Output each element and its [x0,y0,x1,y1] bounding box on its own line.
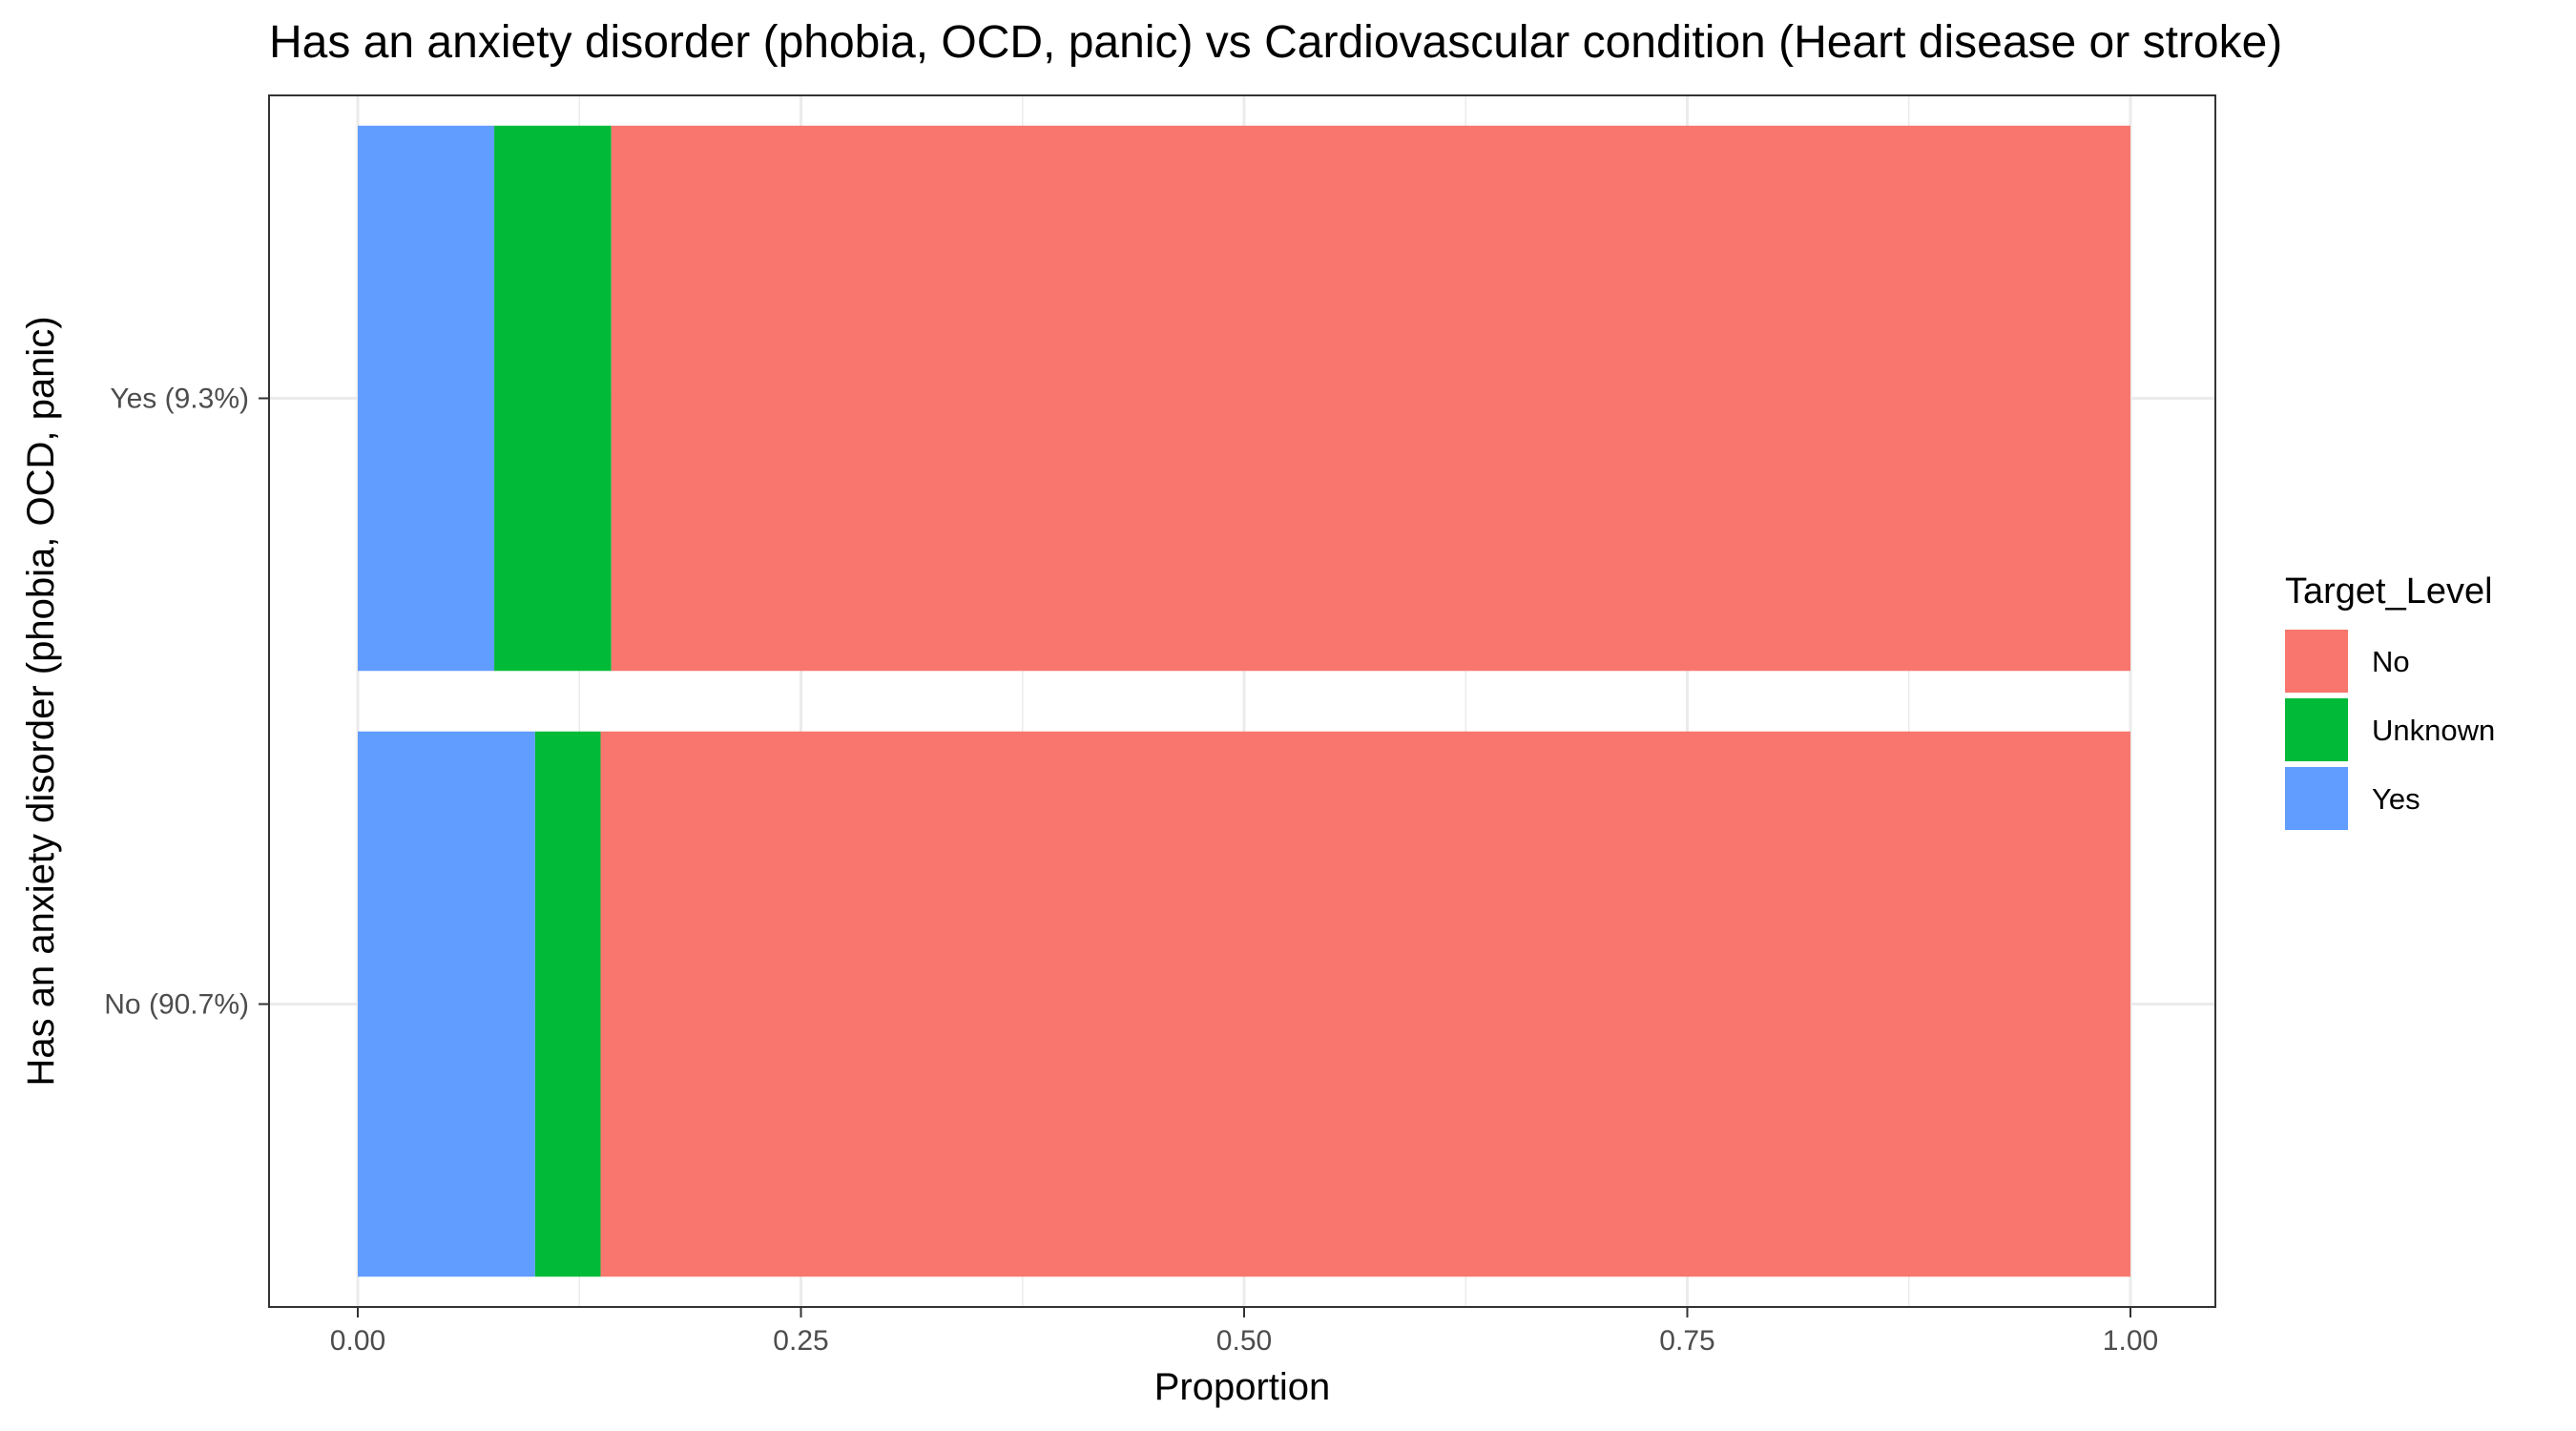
x-axis-title: Proportion [1154,1366,1331,1408]
plot-panel-border [268,94,2216,1308]
legend-title: Target_Level [2285,571,2493,612]
legend-items: No Unknown Yes [2285,630,2495,830]
x-tick-label: 0.25 [773,1325,828,1357]
y-axis-title: Has an anxiety disorder (phobia, OCD, pa… [20,316,62,1086]
bar-segment-yes-yes [358,125,495,672]
bar-segment-unknown-yes [494,125,612,672]
y-axis: Yes (9.3%) No (90.7%) [104,384,269,1021]
legend-key-no [2285,630,2348,693]
legend-key-unknown [2285,698,2348,761]
y-tick-label: No (90.7%) [104,989,249,1021]
legend-label-unknown: Unknown [2372,714,2495,747]
bar-segment-no-yes [611,125,2130,672]
y-tick-label: Yes (9.3%) [110,384,249,415]
x-tick-label: 1.00 [2103,1325,2158,1357]
bar-segment-no-no [600,731,2130,1277]
legend: Target_Level No Unknown Yes [2285,571,2495,830]
chart-title: Has an anxiety disorder (phobia, OCD, pa… [269,17,2282,68]
legend-label-no: No [2372,645,2410,678]
x-tick-label: 0.50 [1216,1325,1272,1357]
x-tick-label: 0.75 [1659,1325,1714,1357]
bar-segment-unknown-no [534,731,601,1277]
legend-label-yes: Yes [2372,782,2420,816]
bar-stacks [358,125,2130,1277]
legend-key-yes [2285,767,2348,830]
x-tick-label: 0.00 [330,1325,385,1357]
x-axis: 0.00 0.25 0.50 0.75 1.00 [330,1307,2158,1357]
bar-segment-yes-no [358,731,535,1277]
